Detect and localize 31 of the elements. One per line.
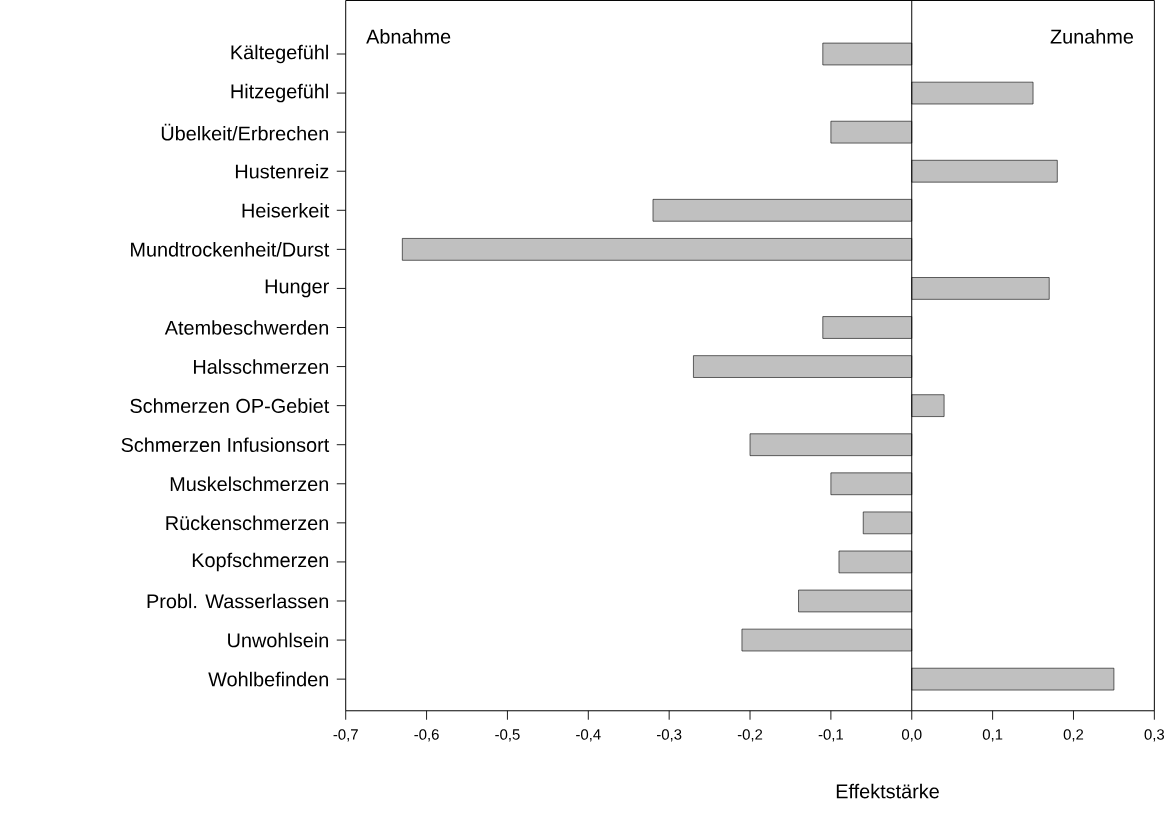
y-tick-label: Unwohlsein <box>228 632 328 648</box>
y-tick-label: Muskelschmerzen <box>170 476 328 492</box>
annotation: Zunahme <box>1050 29 1134 44</box>
y-tick-label: Probl. Wasserlassen <box>147 593 328 609</box>
y-tick-label: Kopfschmerzen <box>192 552 328 572</box>
y-tick-label: Schmerzen Infusionsort <box>121 437 330 452</box>
x-tick-label: -0,2 <box>737 729 763 742</box>
x-tick-label: 0,3 <box>1144 729 1165 742</box>
y-tick-label: Hustenreiz <box>235 163 329 179</box>
x-tick-label: -0,6 <box>414 729 439 742</box>
y-tick-label: Heiserkeit <box>242 202 330 218</box>
x-tick-label: -0,1 <box>818 729 843 742</box>
y-tick-label: Halsschmerzen <box>194 359 328 374</box>
x-axis-title: Effektstärke <box>836 783 939 799</box>
y-tick-label: Schmerzen OP-Gebiet <box>130 398 330 413</box>
y-tick-label: Übelkeit/Erbrechen <box>161 123 328 141</box>
annotation: Abnahme <box>366 29 451 44</box>
y-tick-label: Mundtrockenheit/Durst <box>131 242 330 257</box>
y-tick-label: Atembeschwerden <box>164 320 328 335</box>
x-tick-label: -0,5 <box>495 729 520 742</box>
y-tick-label: Rückenschmerzen <box>166 515 328 531</box>
y-tick-label: Hitzegefühl <box>231 83 328 103</box>
x-tick-label: -0,3 <box>656 729 682 742</box>
x-tick-label: -0,4 <box>576 729 601 742</box>
x-tick-label: 0,2 <box>1063 729 1084 742</box>
x-tick-label: 0,1 <box>982 729 1003 742</box>
x-tick-label: 0,0 <box>901 729 922 742</box>
y-tick-label: Hunger <box>265 279 329 298</box>
x-tick-label: -0,7 <box>333 729 358 742</box>
y-tick-label: Wohlbefinden <box>208 671 328 687</box>
y-tick-label: Kältegefühl <box>231 44 328 64</box>
